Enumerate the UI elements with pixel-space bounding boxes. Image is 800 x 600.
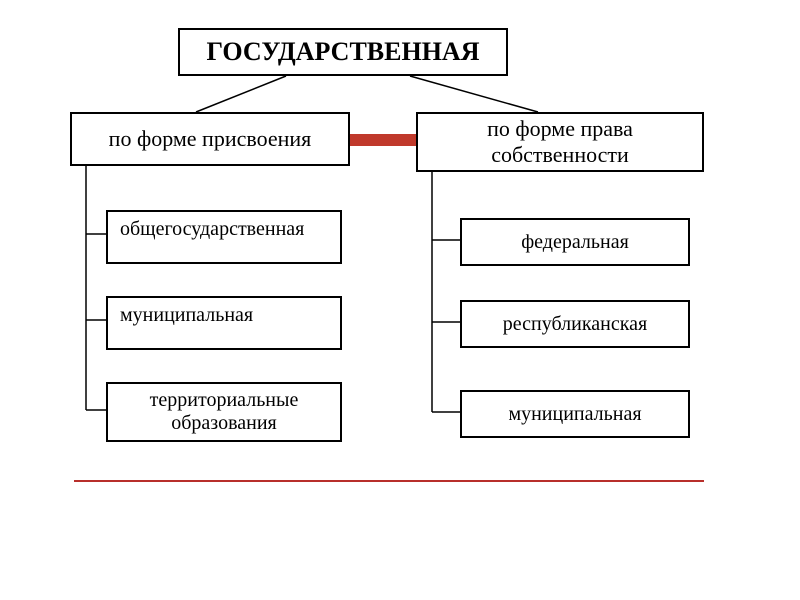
node-left-child-2-label: территориальные образования [116,389,332,435]
node-left-child-1: муниципальная [106,296,342,350]
node-right-child-1: республиканская [460,300,690,348]
node-branch-right-label: по форме права собственности [426,116,694,168]
node-right-child-2: муниципальная [460,390,690,438]
node-left-child-0-label: общегосударственная [120,218,304,241]
node-left-child-0: общегосударственная [106,210,342,264]
node-root: ГОСУДАРСТВЕННАЯ [178,28,508,76]
node-right-child-0-label: федеральная [521,231,629,254]
node-right-child-2-label: муниципальная [508,403,641,426]
node-left-child-1-label: муниципальная [120,304,253,327]
node-branch-right: по форме права собственности [416,112,704,172]
diagram-canvas: ГОСУДАРСТВЕННАЯ по форме присвоения обще… [0,0,800,600]
red-connector-bar [350,134,416,146]
node-root-label: ГОСУДАРСТВЕННАЯ [207,37,480,67]
node-branch-left-label: по форме присвоения [109,126,312,152]
bottom-rule [74,480,704,482]
node-right-child-0: федеральная [460,218,690,266]
node-right-child-1-label: республиканская [503,313,647,336]
node-branch-left: по форме присвоения [70,112,350,166]
node-left-child-2: территориальные образования [106,382,342,442]
